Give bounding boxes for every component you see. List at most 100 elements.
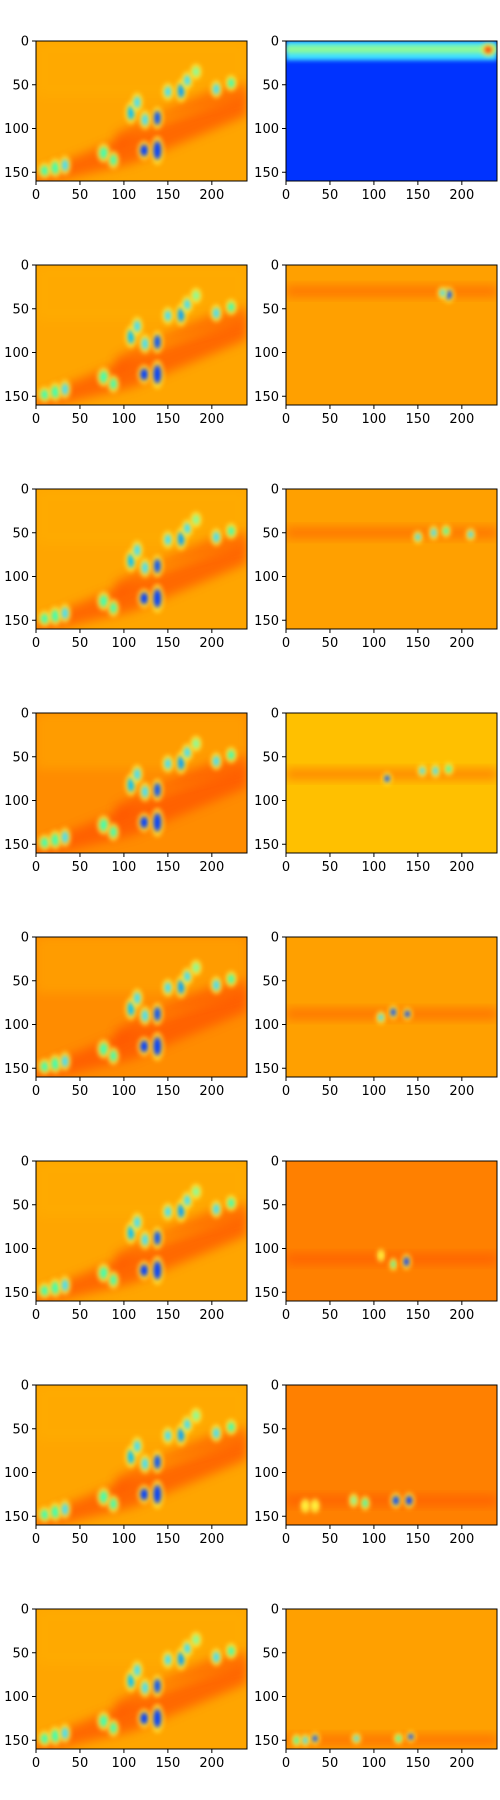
axes-frame bbox=[35, 40, 248, 182]
blob-2 bbox=[61, 1279, 69, 1291]
blob-0 bbox=[379, 1252, 383, 1259]
y-tick-label: 100 bbox=[254, 346, 279, 361]
y-tick-label: 0 bbox=[271, 707, 279, 722]
blob-8 bbox=[141, 786, 149, 798]
blob-0 bbox=[384, 775, 390, 783]
x-tick-label: 50 bbox=[322, 636, 339, 651]
panel-r5-c1: 0 50 100 150 200 0 50 100 150 bbox=[254, 1155, 498, 1323]
x-tick-label: 150 bbox=[405, 412, 430, 427]
blob-0 bbox=[41, 613, 49, 624]
blob-12 bbox=[177, 980, 185, 994]
y-tick-label: 0 bbox=[21, 483, 29, 498]
y-tick-label: 100 bbox=[254, 1242, 279, 1257]
diagonal-band bbox=[36, 317, 247, 405]
x-tick-label: 200 bbox=[199, 636, 224, 651]
y-tick-label: 150 bbox=[254, 1062, 279, 1077]
x-tick-label: 150 bbox=[405, 1532, 430, 1547]
blob-9 bbox=[153, 1261, 162, 1280]
x-tick-label: 150 bbox=[405, 636, 430, 651]
blob-2 bbox=[61, 1055, 69, 1067]
x-tick-label: 200 bbox=[449, 636, 474, 651]
heatmap-image bbox=[286, 937, 497, 1077]
blob-3 bbox=[100, 819, 108, 831]
blob-10 bbox=[154, 559, 161, 573]
blob-7 bbox=[140, 1040, 148, 1053]
blob-4 bbox=[110, 602, 117, 614]
x-tick-label: 0 bbox=[282, 1308, 290, 1323]
y-tick-label: 150 bbox=[254, 838, 279, 853]
blob-13 bbox=[184, 1195, 191, 1206]
blob-2 bbox=[351, 1496, 357, 1505]
x-tick-label: 0 bbox=[282, 188, 290, 203]
blob-7 bbox=[140, 592, 148, 605]
x-tick-label: 0 bbox=[282, 412, 290, 427]
blob-14 bbox=[192, 515, 200, 525]
blob-10 bbox=[154, 1455, 161, 1469]
panel-r4-c0: 0 50 100 150 200 0 50 100 150 bbox=[4, 931, 248, 1099]
blob-11 bbox=[164, 1654, 171, 1665]
x-tick-label: 200 bbox=[449, 1084, 474, 1099]
x-tick-label: 0 bbox=[32, 636, 40, 651]
diagonal-band-upper bbox=[115, 83, 247, 151]
blob-15 bbox=[213, 980, 220, 991]
blob-11 bbox=[164, 758, 171, 769]
blob-6 bbox=[134, 992, 141, 1004]
x-tick-label: 50 bbox=[72, 1084, 89, 1099]
x-tick-label: 50 bbox=[322, 1084, 339, 1099]
blob-4 bbox=[392, 1495, 399, 1506]
blob-1 bbox=[440, 289, 445, 297]
diagonal-band bbox=[36, 1661, 247, 1749]
x-tick-label: 200 bbox=[199, 1756, 224, 1771]
x-tick-label: 100 bbox=[112, 636, 137, 651]
blob-8 bbox=[141, 1234, 149, 1246]
y-tick-label: 0 bbox=[271, 259, 279, 274]
blob-15 bbox=[213, 1204, 220, 1215]
blob-5 bbox=[127, 1449, 135, 1464]
x-tick-label: 200 bbox=[199, 1084, 224, 1099]
blob-2 bbox=[403, 1257, 409, 1267]
x-tick-label: 50 bbox=[322, 1308, 339, 1323]
horizontal-band bbox=[286, 1735, 497, 1746]
y-tick-label: 50 bbox=[262, 526, 279, 541]
x-tick-label: 200 bbox=[449, 412, 474, 427]
y-tick-label: 100 bbox=[254, 1690, 279, 1705]
axes-frame bbox=[285, 1160, 498, 1302]
x-tick-label: 200 bbox=[449, 1308, 474, 1323]
blob-1 bbox=[51, 610, 60, 622]
blob-1 bbox=[51, 386, 60, 398]
blob-11 bbox=[164, 1430, 171, 1441]
y-tick-label: 150 bbox=[254, 166, 279, 181]
y-tick-label: 150 bbox=[4, 614, 29, 629]
y-tick-label: 100 bbox=[254, 794, 279, 809]
blob-3 bbox=[446, 765, 452, 773]
blob-3 bbox=[362, 1499, 368, 1508]
axes-frame bbox=[35, 1384, 248, 1526]
blob-0 bbox=[41, 1509, 49, 1520]
x-tick-label: 0 bbox=[32, 1532, 40, 1547]
blob-7 bbox=[140, 816, 148, 829]
heatmap-image bbox=[36, 265, 247, 405]
heatmap-image bbox=[286, 489, 497, 629]
y-tick-label: 50 bbox=[262, 974, 279, 989]
blob-5 bbox=[406, 1495, 413, 1506]
y-tick-label: 150 bbox=[4, 1734, 29, 1749]
blob-7 bbox=[140, 1712, 148, 1725]
x-tick-label: 50 bbox=[72, 1756, 89, 1771]
blob-2 bbox=[404, 1010, 410, 1018]
blob-15 bbox=[213, 84, 220, 95]
blob-5 bbox=[127, 1673, 135, 1688]
heatmap-image bbox=[36, 1161, 247, 1301]
blob-15 bbox=[213, 308, 220, 319]
panel-r3-c1: 0 50 100 150 200 0 50 100 150 bbox=[254, 707, 498, 875]
blob-14 bbox=[192, 739, 200, 749]
diagonal-band-upper bbox=[115, 1203, 247, 1271]
blob-1 bbox=[51, 834, 60, 846]
blob-16 bbox=[228, 1646, 235, 1656]
blob-4 bbox=[110, 154, 117, 166]
blob-13 bbox=[184, 75, 191, 86]
blob-1 bbox=[51, 1282, 60, 1294]
blob-0 bbox=[378, 1014, 384, 1021]
heatmap-background bbox=[286, 1609, 497, 1749]
horizontal-band bbox=[286, 769, 497, 780]
